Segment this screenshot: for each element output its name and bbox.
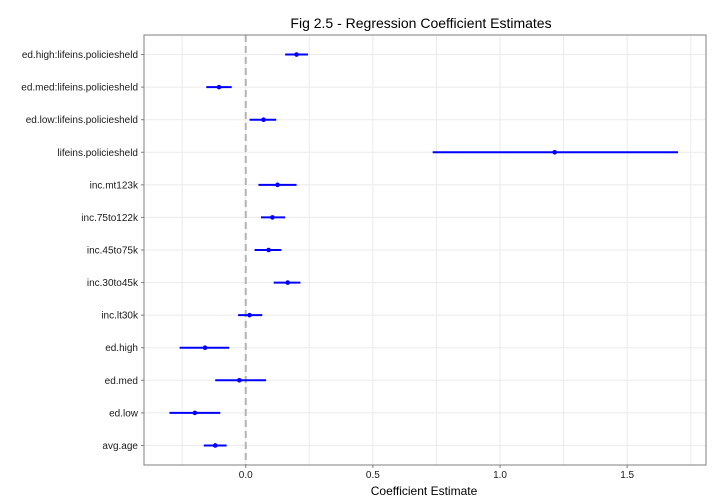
point-inc.30to45k xyxy=(285,280,290,285)
y-tick-label: lifeins.policiesheld xyxy=(57,148,138,159)
y-tick-label: inc.30to45k xyxy=(87,278,139,289)
x-axis-title: Coefficient Estimate xyxy=(371,484,478,498)
y-tick-label: inc.45to75k xyxy=(87,246,139,257)
y-tick-label: ed.high:lifeins.policiesheld xyxy=(22,50,138,61)
point-ed.med:lifeins.policiesheld xyxy=(216,84,222,90)
point-inc.45to75k xyxy=(266,247,271,253)
point-avg.age xyxy=(212,443,218,448)
y-tick-label: ed.high xyxy=(105,343,138,354)
point-ed.low:lifeins.policiesheld xyxy=(261,117,266,122)
estimate-points xyxy=(192,52,557,448)
x-tick-label: 0.0 xyxy=(239,470,253,481)
y-tick-label: inc.75to122k xyxy=(81,213,139,224)
point-inc.mt123k xyxy=(275,182,280,188)
grid xyxy=(144,35,706,465)
point-ed.high xyxy=(202,345,208,351)
y-tick-label: ed.low xyxy=(109,408,139,419)
x-tick-labels: 0.0 0.5 1.0 1.5 xyxy=(239,465,635,481)
point-inc.lt30k xyxy=(247,312,252,318)
chart-title: Fig 2.5 - Regression Coefficient Estimat… xyxy=(290,15,551,31)
x-tick-label: 1.0 xyxy=(493,470,507,481)
point-ed.low xyxy=(192,410,198,416)
y-tick-label: ed.med xyxy=(105,376,138,387)
y-tick-label: ed.low:lifeins.policiesheld xyxy=(26,115,138,126)
y-tick-label: ed.med:lifeins.policiesheld xyxy=(21,83,138,94)
x-tick-label: 1.5 xyxy=(620,470,634,481)
point-ed.med xyxy=(237,378,242,383)
x-tick-label: 0.5 xyxy=(366,470,380,481)
point-ed.high:lifeins.policiesheld xyxy=(294,52,299,57)
y-tick-label: inc.lt30k xyxy=(101,311,139,322)
y-tick-labels: avg.age ed.low ed.med ed.high inc.lt30k inc.3… xyxy=(21,50,144,452)
point-inc.75to122k xyxy=(270,215,275,220)
y-tick-label: inc.mt123k xyxy=(90,180,139,191)
point-lifeins.policiesheld xyxy=(552,149,557,155)
y-tick-label: avg.age xyxy=(102,441,138,452)
